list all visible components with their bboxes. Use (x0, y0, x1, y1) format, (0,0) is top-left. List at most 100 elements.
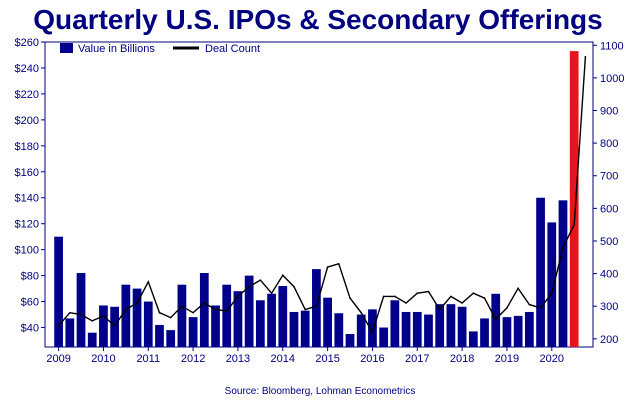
bar (244, 275, 254, 347)
deal-count-point (360, 311, 363, 314)
bar (188, 317, 198, 347)
x-tick-label: 2020 (540, 353, 564, 365)
deal-count-point (427, 290, 430, 293)
deal-count-point (281, 274, 284, 277)
bar (166, 330, 176, 347)
bar (289, 311, 299, 347)
deal-count-point (494, 318, 497, 321)
bar (390, 300, 400, 347)
bar (143, 301, 153, 347)
x-tick-label: 2009 (46, 353, 70, 365)
bar (255, 300, 265, 347)
deal-count-point (158, 311, 161, 314)
bar (121, 284, 131, 347)
chart-title: Quarterly U.S. IPOs & Secondary Offering… (33, 4, 603, 35)
legend-bar-swatch (60, 43, 73, 53)
right-tick-label: 700 (600, 171, 618, 183)
bar (524, 311, 534, 347)
deal-count-point (248, 285, 250, 288)
right-tick-label: 1000 (600, 73, 624, 85)
x-tick-label: 2014 (271, 353, 295, 365)
deal-count-point (450, 295, 452, 298)
bar (110, 306, 120, 347)
deal-count-point (573, 223, 575, 226)
deal-count-point (169, 316, 172, 319)
x-axis: 2009 2010 2011 2012 2013 2014 2015 2016 2017 2018… (46, 347, 564, 365)
x-tick-label: 2010 (91, 353, 115, 365)
bar (435, 304, 445, 347)
deal-count-point (214, 308, 217, 311)
left-tick-label: $120 (15, 219, 39, 231)
left-tick-label: $160 (15, 167, 39, 179)
right-tick-label: 400 (600, 269, 618, 281)
bar (323, 297, 332, 347)
deal-count-point (181, 305, 183, 308)
right-tick-label: 800 (600, 138, 618, 150)
deal-count-point (405, 302, 407, 304)
left-tick-label: $220 (15, 89, 39, 101)
bar (345, 334, 355, 347)
x-tick-label: 2019 (495, 353, 519, 365)
bar (491, 293, 501, 347)
deal-count-point (539, 307, 542, 309)
deal-count-point (259, 279, 262, 281)
bar (558, 200, 568, 347)
left-tick-label: $200 (15, 115, 39, 127)
left-tick-label: $180 (15, 141, 39, 153)
deal-count-point (91, 320, 94, 322)
deal-count-point (270, 292, 273, 294)
bar (547, 222, 557, 347)
deal-count-point (416, 292, 419, 294)
left-tick-label: $100 (15, 245, 39, 257)
bar (76, 273, 86, 347)
deal-count-point (192, 311, 194, 314)
deal-count-point (371, 331, 374, 334)
x-tick-label: 2013 (226, 353, 250, 365)
bar (132, 288, 142, 347)
bar (334, 313, 344, 347)
left-tick-label: $40 (21, 323, 39, 335)
right-tick-label: 900 (600, 106, 618, 118)
deal-count-point (203, 302, 206, 304)
deal-count-point (80, 313, 82, 316)
line-series (57, 55, 587, 335)
bar (54, 236, 63, 347)
bar (457, 306, 467, 347)
deal-count-point (349, 297, 351, 299)
x-tick-label: 2018 (450, 353, 474, 365)
bar (199, 273, 209, 347)
deal-count-point (225, 310, 228, 312)
deal-count-point (57, 324, 60, 327)
deal-count-point (550, 292, 553, 294)
source-note: Source: Bloomberg, Lohman Econometrics (225, 386, 416, 397)
right-tick-label: 1100 (600, 40, 624, 52)
bar (480, 318, 489, 347)
bar (468, 331, 478, 347)
left-tick-label: $240 (15, 63, 39, 75)
bar (424, 314, 433, 347)
bar-highlight (569, 51, 579, 347)
deal-count-point (293, 285, 295, 288)
left-tick-label: $140 (15, 193, 39, 205)
right-tick-label: 200 (600, 334, 618, 346)
bar (278, 286, 288, 347)
bar (312, 269, 321, 347)
legend-line-label: Deal Count (205, 43, 260, 55)
bar (513, 315, 523, 347)
deal-count-point (113, 324, 116, 327)
deal-count-point (326, 266, 329, 268)
bar (368, 309, 377, 347)
deal-count-point (304, 308, 306, 311)
left-tick-label: $80 (21, 271, 39, 283)
bar (222, 284, 232, 347)
deal-count-point (461, 302, 463, 304)
deal-count-point (517, 287, 519, 290)
deal-count-point (382, 295, 385, 298)
bar (233, 291, 243, 347)
deal-count-point (125, 308, 127, 311)
bar (99, 305, 108, 347)
legend-bar-label: Value in Billions (78, 43, 155, 55)
bar-series (54, 51, 579, 347)
deal-count-point (102, 315, 105, 317)
